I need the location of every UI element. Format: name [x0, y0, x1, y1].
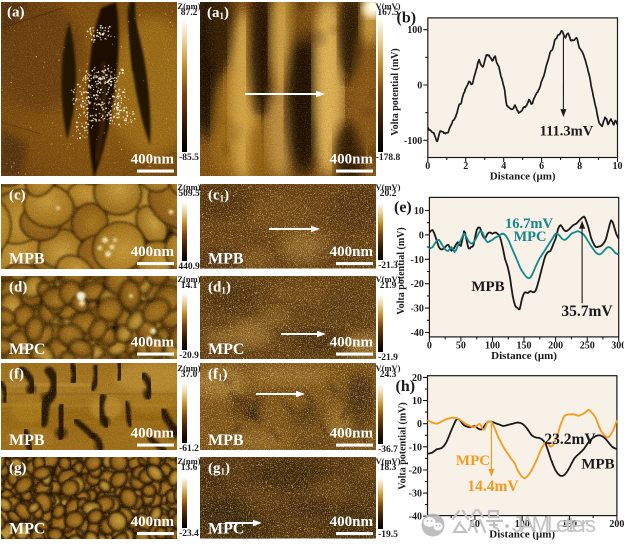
svg-text:(a): (a) — [7, 5, 25, 21]
svg-text:0: 0 — [417, 81, 422, 92]
svg-text:200: 200 — [609, 519, 624, 530]
svg-text:4: 4 — [501, 161, 506, 172]
svg-text:MPC: MPC — [9, 521, 45, 538]
svg-text:6: 6 — [539, 161, 544, 172]
svg-text:14.4mV: 14.4mV — [467, 478, 519, 495]
svg-text:20: 20 — [412, 373, 422, 384]
svg-text:400nm: 400nm — [131, 335, 175, 351]
svg-text:400nm: 400nm — [131, 426, 175, 442]
svg-text:Distance (μm): Distance (μm) — [490, 171, 556, 183]
svg-text:100: 100 — [515, 519, 530, 530]
svg-text:MPB: MPB — [208, 251, 244, 268]
svg-text:-10: -10 — [411, 255, 424, 266]
svg-text:MPC: MPC — [9, 341, 45, 358]
svg-text:400nm: 400nm — [330, 152, 374, 168]
svg-text:Distance (μm): Distance (μm) — [491, 350, 557, 362]
svg-text:150: 150 — [517, 340, 532, 351]
svg-text:JAMLetters: JAMLetters — [512, 512, 596, 537]
svg-text:MPB: MPB — [9, 432, 45, 449]
svg-text:(f1): (f1) — [208, 367, 228, 383]
svg-text:-100: -100 — [404, 136, 422, 147]
svg-text:(c): (c) — [9, 188, 26, 204]
svg-text:0: 0 — [427, 340, 432, 351]
svg-text:(b): (b) — [397, 10, 417, 27]
svg-text:0: 0 — [417, 419, 422, 430]
svg-text:400nm: 400nm — [330, 514, 374, 530]
svg-text:(c1): (c1) — [208, 188, 229, 204]
svg-text:100: 100 — [407, 25, 422, 36]
svg-text:MPB: MPB — [581, 457, 614, 473]
svg-text:-30: -30 — [409, 489, 422, 500]
svg-text:400nm: 400nm — [131, 514, 175, 530]
svg-text:0: 0 — [425, 161, 430, 172]
svg-text:(a1): (a1) — [207, 5, 229, 21]
svg-text:MPC: MPC — [456, 453, 490, 469]
svg-text:MPC: MPC — [513, 229, 546, 245]
svg-text:MPC: MPC — [208, 521, 244, 538]
svg-text:400nm: 400nm — [330, 335, 374, 351]
svg-text:100: 100 — [485, 340, 500, 351]
svg-text:-10: -10 — [409, 442, 422, 453]
svg-text:(f): (f) — [9, 367, 24, 383]
svg-text:200: 200 — [548, 340, 563, 351]
svg-text:-30: -30 — [411, 304, 424, 315]
svg-text:(h): (h) — [396, 378, 416, 395]
svg-text:-20: -20 — [409, 466, 422, 477]
svg-text:300: 300 — [611, 340, 624, 351]
svg-text:-40: -40 — [411, 328, 424, 339]
svg-text:35.7mV: 35.7mV — [561, 303, 613, 320]
svg-text:Volta potential (mV): Volta potential (mV) — [390, 48, 401, 135]
svg-text:10: 10 — [412, 396, 422, 407]
svg-text:MPC: MPC — [208, 341, 244, 358]
svg-text:(e): (e) — [394, 199, 412, 216]
svg-text:23.2mV: 23.2mV — [544, 431, 596, 448]
svg-text:400nm: 400nm — [131, 152, 175, 168]
svg-text:0: 0 — [419, 230, 424, 241]
svg-text:2: 2 — [463, 161, 468, 172]
svg-text:400nm: 400nm — [330, 244, 374, 260]
svg-text:400nm: 400nm — [330, 426, 374, 442]
svg-text:-20: -20 — [411, 279, 424, 290]
svg-text:MPB: MPB — [208, 432, 244, 449]
svg-text:50: 50 — [456, 340, 466, 351]
svg-text:150: 150 — [562, 519, 577, 530]
svg-text:(d1): (d1) — [208, 280, 231, 296]
svg-text:10: 10 — [414, 206, 424, 217]
svg-text:(g1): (g1) — [208, 461, 230, 477]
svg-text:MPB: MPB — [471, 279, 504, 295]
svg-text:Volta potential (mV): Volta potential (mV) — [396, 227, 407, 314]
svg-text:16.7mV: 16.7mV — [505, 216, 553, 232]
svg-text:10: 10 — [613, 161, 623, 172]
svg-text:250: 250 — [580, 340, 595, 351]
svg-text:(d): (d) — [9, 280, 27, 296]
svg-text:8: 8 — [577, 161, 582, 172]
svg-text:111.3mV: 111.3mV — [540, 124, 594, 140]
svg-text:MPB: MPB — [9, 251, 45, 268]
svg-text:Distance (μm): Distance (μm) — [489, 529, 555, 541]
svg-text:(g): (g) — [9, 461, 27, 477]
svg-text:Volta potential (mV): Volta potential (mV) — [398, 402, 409, 489]
svg-text:400nm: 400nm — [131, 244, 175, 260]
svg-text:-40: -40 — [409, 512, 422, 523]
